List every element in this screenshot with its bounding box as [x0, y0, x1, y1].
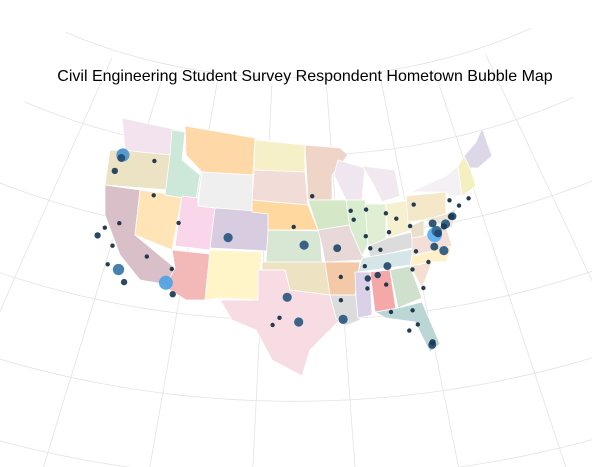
graticule-line: [0, 357, 592, 402]
map-title: Civil Engineering Student Survey Respond…: [57, 68, 553, 85]
state: [463, 126, 493, 169]
bubble: [176, 220, 181, 226]
state: [184, 125, 256, 176]
bubble: [158, 275, 173, 290]
bubble: [363, 234, 368, 239]
bubble: [151, 193, 156, 198]
bubble: [363, 207, 369, 212]
bubble: [277, 315, 282, 320]
bubble: [407, 328, 412, 333]
state: [121, 117, 179, 156]
state: [389, 265, 423, 309]
state: [354, 271, 373, 319]
bubble: [407, 223, 413, 229]
bubble: [351, 217, 356, 222]
bubble: [394, 216, 399, 221]
bubble: [364, 275, 371, 282]
bubble: [338, 314, 348, 324]
bubble: [430, 242, 439, 251]
bubble: [447, 213, 455, 220]
graticule-line: [0, 57, 113, 313]
states: [104, 117, 493, 377]
state: [209, 207, 271, 252]
bubble: [440, 223, 448, 230]
graticule-line: [433, 68, 567, 467]
state: [197, 171, 254, 213]
bubble: [294, 317, 304, 327]
graticule-line: [0, 439, 592, 467]
bubble: [169, 266, 174, 272]
state: [409, 165, 463, 197]
bubble: [333, 244, 342, 253]
bubble: [426, 259, 431, 265]
bubble: [466, 196, 471, 201]
state: [164, 129, 201, 201]
bubble: [110, 243, 115, 248]
bubble: [415, 322, 420, 327]
bubble: [338, 274, 343, 280]
bubble: [374, 271, 381, 279]
bubble: [428, 219, 437, 228]
bubble: [429, 339, 436, 346]
graticule: [0, 27, 592, 467]
bubble: [152, 158, 157, 164]
bubbles: [94, 148, 471, 349]
state: [219, 269, 341, 377]
graticule-line: [485, 54, 592, 282]
bubble: [362, 264, 367, 269]
bubble: [223, 233, 233, 243]
bubble: [378, 247, 383, 252]
bubble: [94, 232, 101, 239]
graticule-line: [65, 27, 532, 79]
bubble: [439, 246, 449, 256]
bubble: [348, 208, 353, 213]
bubble: [299, 240, 309, 250]
bubble: [105, 262, 110, 267]
state: [457, 155, 477, 197]
bubble: [386, 230, 392, 235]
bubble: [447, 198, 452, 203]
bubble: [365, 286, 370, 291]
bubble: [112, 263, 125, 276]
bubble: [410, 308, 415, 313]
bubble: [111, 167, 118, 175]
state: [324, 261, 361, 296]
state: [409, 219, 425, 239]
state: [253, 139, 306, 173]
graticule-line: [380, 79, 459, 467]
bubble: [383, 262, 392, 271]
bubble: [368, 246, 373, 251]
bubble: [120, 278, 128, 286]
bubble: [388, 309, 394, 315]
bubble: [282, 292, 292, 302]
state: [329, 294, 361, 327]
bubble: [384, 282, 389, 287]
bubble: [117, 154, 126, 162]
bubble: [383, 211, 389, 216]
bubble: [270, 322, 275, 328]
bubble: [144, 254, 149, 259]
bubble: [169, 291, 176, 298]
bubble: [421, 285, 426, 291]
state: [373, 301, 441, 353]
state: [333, 159, 366, 201]
bubble: [310, 194, 315, 199]
bubble: [338, 298, 344, 303]
bubble: [291, 224, 296, 230]
bubble: [117, 221, 122, 226]
state: [251, 169, 309, 206]
state: [265, 229, 323, 263]
state: [361, 165, 401, 203]
state: [345, 199, 371, 257]
bubble: [411, 202, 416, 207]
bubble: [410, 267, 415, 272]
state: [204, 249, 263, 301]
bubble: [102, 225, 108, 230]
bubble: [434, 229, 443, 238]
bubble: [456, 203, 462, 208]
bubble: [413, 249, 419, 254]
